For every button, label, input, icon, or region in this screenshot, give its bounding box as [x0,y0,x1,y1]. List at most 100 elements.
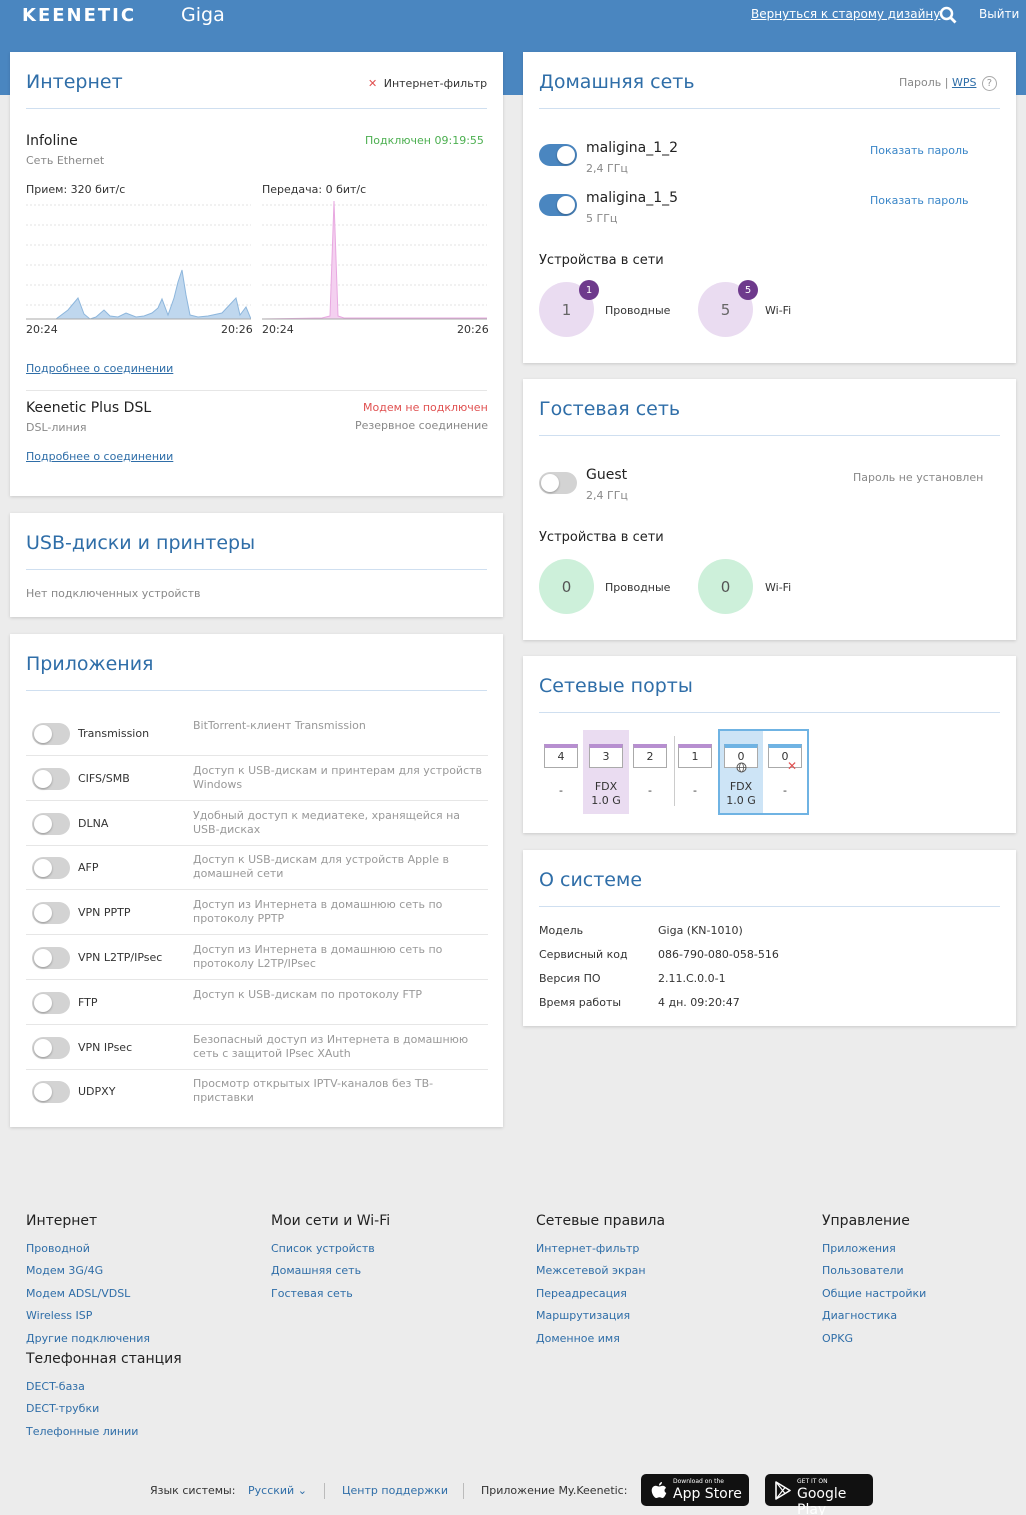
support-center-link[interactable]: Центр поддержки [342,1484,448,1497]
old-design-link[interactable]: Вернуться к старому дизайну [751,7,941,21]
port-group-divider [674,736,675,806]
home-network-title[interactable]: Домашняя сеть [539,71,695,93]
footer-link[interactable]: Модем 3G/4G [26,1264,104,1278]
app-row: VPN IPsec Безопасный доступ из Интернета … [26,1025,488,1070]
tx-time-start: 20:24 [262,323,294,336]
toggle-knob [34,993,52,1012]
guest-network-title[interactable]: Гостевая сеть [539,398,681,420]
port-status: - [559,784,563,797]
brand-logo[interactable]: KEENETIC [22,5,137,26]
footer-link[interactable]: Приложения [822,1242,896,1255]
footer-link[interactable]: Доменное имя [536,1331,620,1345]
footer-link[interactable]: Переадресация [536,1286,627,1300]
ssid-5: maligina_1_5 [586,190,679,206]
device-model: Giga [181,4,225,26]
ports-title[interactable]: Сетевые порты [539,675,693,697]
port-number: 4 [557,750,565,763]
guest-wifi-label: Wi-Fi [765,581,792,594]
footer-link[interactable]: Телефонные линии [26,1424,139,1438]
app-toggle[interactable] [32,857,70,880]
footer-heading: Сетевые правила [536,1213,666,1229]
wifi-24-toggle[interactable] [539,144,577,166]
ssid-24: maligina_1_2 [586,140,679,156]
toggle-knob [34,949,52,967]
guest-wired-label: Проводные [605,581,671,594]
footer-link[interactable]: Общие настройки [822,1286,927,1300]
rx-time-end: 20:26 [221,323,253,336]
app-description: Доступ из Интернета в домашнюю сеть по п… [193,898,443,926]
usb-title[interactable]: USB-диски и принтеры [26,532,256,554]
app-toggle[interactable] [32,1036,70,1059]
app-toggle[interactable] [32,812,70,835]
footer-link[interactable]: DECT-трубки [26,1402,100,1416]
internet-title[interactable]: Интернет [26,71,123,93]
wps-link[interactable]: WPS [951,76,977,89]
port-status: - [648,784,652,797]
google-play-button[interactable]: GET IT ON Google Play [765,1474,873,1515]
password-link[interactable]: Пароль [899,76,942,89]
app-toggle[interactable] [32,767,70,790]
app-store-button[interactable]: Download on the App Store [641,1474,749,1506]
link-separator: | [944,76,952,89]
primary-details-link[interactable]: Подробнее о соединении [26,362,174,375]
bottom-divider [463,1483,464,1499]
logout-link[interactable]: Выйти [979,7,1020,21]
search-icon[interactable] [939,6,957,24]
home-title-divider [539,108,1000,109]
app-description: BitTorrent-клиент Transmission [193,719,366,732]
port-socket-icon [768,744,802,768]
system-val-model: Giga (KN-1010) [658,924,743,937]
language-value: Русский [248,1484,295,1497]
footer-link[interactable]: Список устройств [271,1242,375,1255]
app-toggle[interactable] [32,902,70,925]
footer-link[interactable]: Маршрутизация [536,1309,631,1323]
show-password-5[interactable]: Показать пароль [870,194,969,207]
footer-link[interactable]: OPKG [822,1331,854,1345]
app-toggle[interactable] [32,991,70,1014]
app-name: Transmission [78,727,150,740]
footer-link[interactable]: Интернет-фильтр [536,1242,640,1255]
system-title[interactable]: О системе [539,869,643,891]
footer-link[interactable]: DECT-база [26,1380,85,1393]
backup-details-link[interactable]: Подробнее о соединении [26,450,174,463]
system-key-uptime: Время работы [539,996,622,1009]
footer-link[interactable]: Гостевая сеть [271,1286,353,1300]
lan-port-2[interactable]: 2 - [630,734,670,804]
footer-link[interactable]: Пользователи [822,1264,904,1278]
footer-link[interactable]: Домашняя сеть [271,1264,362,1278]
internet-filter-status[interactable]: ✕ Интернет-фильтр [368,77,487,90]
lan-port-3[interactable]: 3 FDX 1.0 G [586,734,626,807]
google-play-small-text: GET IT ON [797,1478,828,1485]
system-val-firmware: 2.11.C.0.0-1 [658,972,726,985]
footer-link[interactable]: Межсетевой экран [536,1264,646,1278]
lan-port-1[interactable]: 1 - [675,734,715,804]
language-select[interactable]: Русский ⌄ [248,1484,307,1497]
toggle-knob [557,196,575,214]
footer-link[interactable]: Модем ADSL/VDSL [26,1286,131,1300]
guest-wired-count[interactable]: 0 [539,559,594,614]
app-name: DLNA [78,816,109,830]
system-val-uptime: 4 дн. 09:20:47 [658,996,740,1009]
wan-port-0[interactable]: 0 FDX 1.0 G [721,734,761,807]
app-toggle[interactable] [32,723,70,745]
footer-link[interactable]: Wireless ISP [26,1309,93,1323]
app-toggle[interactable] [32,947,70,969]
apps-title[interactable]: Приложения [26,653,154,675]
footer-link[interactable]: Проводной [26,1242,90,1255]
guest-wifi-count[interactable]: 0 [698,559,753,614]
guest-wifi-toggle[interactable] [539,472,577,494]
wan-port-0-backup[interactable]: 0 ✕ - [765,734,805,804]
app-description: Доступ к USB-дискам по протоколу FTP [193,987,423,1001]
footer-link[interactable]: Другие подключения [26,1331,150,1345]
app-row: DLNA Удобный доступ к медиатеке, хранящей… [26,801,488,846]
home-wifi-label: Wi-Fi [765,304,792,317]
app-toggle[interactable] [32,1081,70,1104]
help-icon[interactable]: ? [981,76,997,91]
band-24: 2,4 ГГц [586,162,628,175]
show-password-24[interactable]: Показать пароль [870,144,969,157]
wifi-5-toggle[interactable] [539,194,577,216]
footer-link[interactable]: Диагностика [822,1309,898,1323]
lan-port-4[interactable]: 4 - [541,734,581,804]
port-socket-icon [633,744,667,768]
app-store-big-text: App Store [673,1486,742,1502]
